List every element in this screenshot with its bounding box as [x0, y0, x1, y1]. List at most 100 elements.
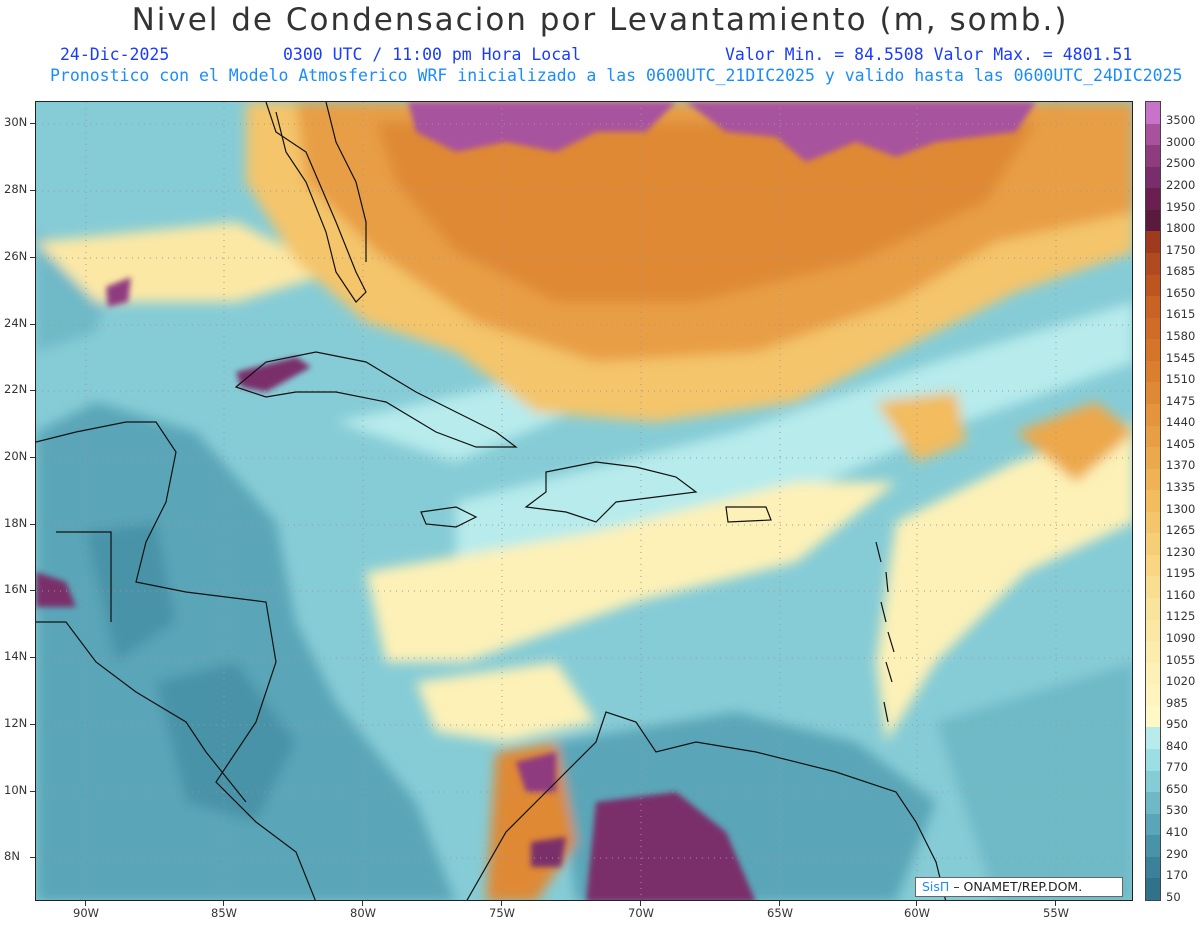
lat-tick — [30, 524, 35, 525]
colorbar-segment — [1146, 339, 1160, 362]
colorbar-segment — [1146, 705, 1160, 728]
lon-label: 70W — [628, 906, 655, 920]
colorbar-label: 290 — [1166, 846, 1188, 861]
colorbar-label: 530 — [1166, 803, 1188, 818]
colorbar-segment — [1146, 145, 1160, 168]
colorbar-segment — [1146, 166, 1160, 189]
lat-tick — [30, 590, 35, 591]
colorbar-label: 50 — [1166, 889, 1181, 904]
colorbar-label: 1950 — [1166, 199, 1196, 214]
lon-label: 65W — [767, 906, 794, 920]
coastlines — [36, 102, 947, 900]
colorbar-label: 1800 — [1166, 221, 1196, 236]
colorbar-segment — [1146, 878, 1160, 901]
colorbar-label: 410 — [1166, 825, 1188, 840]
colorbar-label: 985 — [1166, 695, 1188, 710]
colorbar-segment — [1146, 835, 1160, 858]
credit-box: SisΠ – ONAMET/REP.DOM. — [915, 877, 1123, 897]
colorbar-segment — [1146, 468, 1160, 491]
lon-label: 90W — [73, 906, 100, 920]
lat-label: 22N — [4, 382, 28, 396]
colorbar-label: 2200 — [1166, 178, 1196, 193]
colorbar-segment — [1146, 317, 1160, 340]
colorbar-segment — [1146, 792, 1160, 815]
colorbar-label: 1405 — [1166, 436, 1196, 451]
colorbar-label: 1440 — [1166, 415, 1196, 430]
colorbar-segment — [1146, 684, 1160, 707]
lat-tick — [30, 257, 35, 258]
lon-label: 85W — [211, 906, 238, 920]
lat-tick — [30, 390, 35, 391]
lat-label: 20N — [4, 449, 28, 463]
colorbar-label: 1195 — [1166, 566, 1196, 581]
lon-label: 75W — [489, 906, 516, 920]
colorbar-segment — [1146, 209, 1160, 232]
colorbar-label: 1650 — [1166, 285, 1196, 300]
shading-layer — [36, 102, 1132, 900]
colorbar-segment — [1146, 123, 1160, 146]
colorbar-segment — [1146, 598, 1160, 621]
map-panel — [35, 101, 1133, 901]
lon-label: 55W — [1043, 906, 1070, 920]
lon-tick — [640, 901, 641, 906]
colorbar-segment — [1146, 447, 1160, 470]
colorbar-label: 1160 — [1166, 587, 1196, 602]
lat-tick — [30, 857, 35, 858]
value-min-max: Valor Min. = 84.5508 Valor Max. = 4801.5… — [725, 45, 1133, 64]
lat-tick — [30, 791, 35, 792]
colorbar-segment — [1146, 102, 1160, 125]
colorbar-label: 1545 — [1166, 350, 1196, 365]
colorbar-label: 1370 — [1166, 458, 1196, 473]
colorbar-segment — [1146, 425, 1160, 448]
colorbar-label: 3000 — [1166, 134, 1196, 149]
lat-tick — [30, 457, 35, 458]
colorbar-label: 840 — [1166, 738, 1188, 753]
lon-tick — [362, 901, 363, 906]
lon-tick — [501, 901, 502, 906]
colorbar-label: 1055 — [1166, 652, 1196, 667]
forecast-time: 0300 UTC / 11:00 pm Hora Local — [283, 45, 582, 64]
colorbar-label: 1230 — [1166, 544, 1196, 559]
lat-tick — [30, 123, 35, 124]
colorbar-label: 1265 — [1166, 523, 1196, 538]
colorbar-label: 1335 — [1166, 479, 1196, 494]
colorbar-segment — [1146, 382, 1160, 405]
lcl-field-map — [36, 102, 1132, 900]
lat-label: 14N — [4, 649, 28, 663]
colorbar-segment — [1146, 296, 1160, 319]
colorbar-segment — [1146, 554, 1160, 577]
colorbar-label: 770 — [1166, 760, 1188, 775]
colorbar-label: 1475 — [1166, 393, 1196, 408]
lat-label: 24N — [4, 316, 28, 330]
colorbar-segment — [1146, 749, 1160, 772]
map-title: Nivel de Condensacion por Levantamiento … — [131, 2, 1069, 38]
lon-tick — [1055, 901, 1056, 906]
colorbar-segment — [1146, 490, 1160, 513]
lat-label: 26N — [4, 249, 28, 263]
colorbar-label: 3500 — [1166, 113, 1196, 128]
lat-label: 8N — [4, 849, 20, 863]
colorbar — [1145, 101, 1161, 901]
lat-tick — [30, 724, 35, 725]
lon-tick — [779, 901, 780, 906]
lat-tick — [30, 190, 35, 191]
lat-label: 12N — [4, 716, 28, 730]
lon-label: 60W — [904, 906, 931, 920]
colorbar-segment — [1146, 662, 1160, 685]
colorbar-segment — [1146, 252, 1160, 276]
lat-label: 10N — [4, 783, 28, 797]
lat-label: 18N — [4, 516, 28, 530]
lon-tick — [916, 901, 917, 906]
lon-tick — [85, 901, 86, 906]
high-lcl-patches — [36, 102, 1036, 900]
lat-tick — [30, 657, 35, 658]
lon-tick — [223, 901, 224, 906]
colorbar-label: 1685 — [1166, 264, 1196, 279]
colorbar-segment — [1146, 533, 1160, 556]
colorbar-segment — [1146, 727, 1160, 750]
colorbar-label: 650 — [1166, 781, 1188, 796]
colorbar-segment — [1146, 641, 1160, 664]
colorbar-segment — [1146, 511, 1160, 534]
lat-tick — [30, 324, 35, 325]
forecast-date: 24-Dic-2025 — [60, 45, 170, 64]
